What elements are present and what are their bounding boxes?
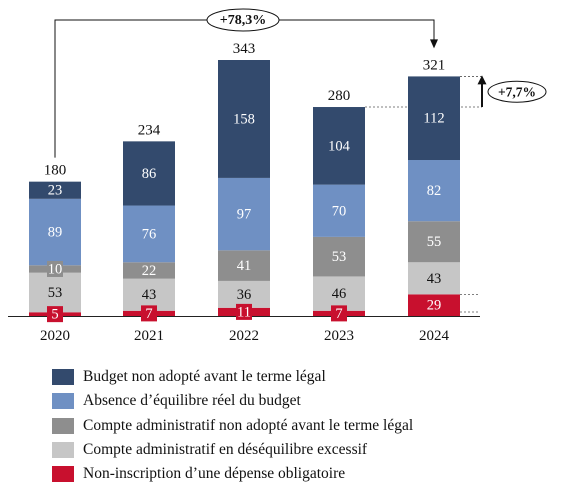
legend-swatch <box>52 369 74 386</box>
value-label: 46 <box>332 286 347 302</box>
bar-segment-compte-administratif-en--2024 <box>408 262 460 295</box>
value-label-box <box>47 260 63 277</box>
value-label-box <box>47 182 63 199</box>
x-tick-label: 2020 <box>40 328 70 344</box>
bar-segment-compte-administratif-en--2023 <box>313 276 365 311</box>
legend-label: Compte administratif non adopté avant le… <box>83 416 414 434</box>
value-label: 70 <box>332 203 347 219</box>
value-label: 104 <box>328 138 351 154</box>
value-label: 10 <box>48 261 63 277</box>
increase-label-oval <box>487 80 547 103</box>
value-label: 82 <box>427 183 442 199</box>
bar-segment-budget-non-adopte-avant--2024 <box>408 76 460 161</box>
legend-swatch <box>52 393 74 410</box>
legend-label: Non-inscription d’une dépense obligatoir… <box>83 465 346 483</box>
value-label: 7 <box>145 306 152 322</box>
legend-item-compte-desequilibre: Compte administratif en déséquilibre exc… <box>52 438 413 462</box>
bar-segment-compte-administratif-non-2023 <box>313 236 365 277</box>
value-label: 23 <box>48 183 63 199</box>
value-label: 158 <box>233 111 255 127</box>
legend-label: Absence d’équilibre réel du budget <box>83 392 301 410</box>
bar-segment-budget-non-adopte-avant--2022 <box>218 60 270 178</box>
legend-swatch <box>52 417 74 434</box>
total-label: 280 <box>328 88 351 104</box>
annotation-layer: +78,3% +7,7% <box>54 8 547 313</box>
bar-segment-absence-d-e-quilibre-re--2022 <box>218 177 270 251</box>
growth-label-oval <box>206 8 280 32</box>
increase-arrowhead <box>477 75 487 85</box>
value-label-box <box>141 262 157 279</box>
growth-label: +78,3% <box>220 13 266 28</box>
legend-label: Compte administratif en déséquilibre exc… <box>83 441 368 459</box>
value-label: 76 <box>142 226 157 242</box>
value-label-box <box>331 305 347 322</box>
x-tick-label: 2022 <box>229 328 259 344</box>
value-label-box <box>47 306 63 323</box>
value-label: 43 <box>427 271 442 287</box>
bar-segment-absence-d-e-quilibre-re--2023 <box>313 184 365 237</box>
legend-swatch <box>52 466 74 483</box>
stacked-bar-chart: +78,3% +7,7% 5 53 10 89 23 180 2020 7 43 22 76 86 234… <box>8 8 547 344</box>
bar-segment-compte-administratif-en--2020 <box>29 272 81 313</box>
bar-segment-absence-d-e-quilibre-re--2024 <box>408 160 460 222</box>
value-label-box <box>141 305 157 322</box>
legend-swatch <box>52 442 74 459</box>
bar-segment-compte-administratif-non-2022 <box>218 250 270 281</box>
value-label: 112 <box>423 111 444 127</box>
bar-segment-compte-administratif-non-2024 <box>408 221 460 263</box>
legend-label: Budget non adopté avant le terme légal <box>83 368 326 386</box>
x-tick-label: 2024 <box>419 328 450 344</box>
bar-segment-budget-non-adopte-avant--2021 <box>123 141 175 206</box>
value-label: 53 <box>48 285 63 301</box>
value-label: 29 <box>427 298 442 314</box>
total-label: 234 <box>138 122 161 138</box>
value-label: 86 <box>142 166 157 182</box>
value-label: 41 <box>237 258 252 274</box>
value-label: 22 <box>142 263 157 279</box>
value-label-box <box>236 303 252 320</box>
legend-item-non-inscription: Non-inscription d’une dépense obligatoir… <box>52 462 413 486</box>
bars-layer <box>29 60 460 316</box>
value-label: 43 <box>142 287 157 303</box>
value-label: 53 <box>332 249 347 265</box>
x-tick-label: 2023 <box>324 328 354 344</box>
bar-segment-absence-d-e-quilibre-re--2020 <box>29 198 81 266</box>
bar-segment-absence-d-e-quilibre-re--2021 <box>123 205 175 263</box>
legend: Budget non adopté avant le terme légal A… <box>52 365 413 486</box>
legend-item-compte-non-adopte: Compte administratif non adopté avant le… <box>52 414 413 438</box>
value-label: 5 <box>51 307 58 323</box>
value-label: 89 <box>48 225 63 241</box>
value-label: 97 <box>237 207 252 223</box>
bar-segment-non-inscription-d-une-de-2024 <box>408 294 460 316</box>
value-label: 55 <box>427 234 442 250</box>
legend-item-budget-non-adopte: Budget non adopté avant le terme légal <box>52 365 413 389</box>
legend-item-absence-equilibre: Absence d’équilibre réel du budget <box>52 389 413 413</box>
increase-label: +7,7% <box>498 85 536 100</box>
total-label: 180 <box>44 163 67 179</box>
value-label: 11 <box>237 304 251 320</box>
growth-arrowhead <box>430 39 438 49</box>
total-label: 321 <box>423 57 446 73</box>
bar-segment-compte-administratif-en--2022 <box>218 280 270 308</box>
x-tick-label: 2021 <box>134 328 164 344</box>
bar-segment-budget-non-adopte-avant--2023 <box>313 107 365 185</box>
total-label: 343 <box>233 41 256 57</box>
value-label: 7 <box>335 306 342 322</box>
value-label: 36 <box>237 287 252 303</box>
